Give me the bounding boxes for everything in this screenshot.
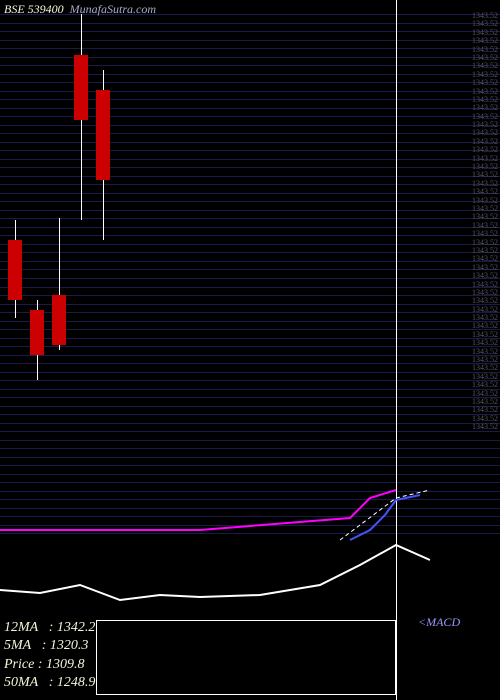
chart-svg [0,0,500,700]
site-name: MunafaSutra.com [70,2,156,16]
stat-row: 50MA : 1248.9 [4,674,95,692]
stat-row: 5MA : 1320.3 [4,637,95,655]
macd-box [96,620,396,695]
stat-row: 12MA : 1342.2 [4,619,95,637]
macd-label: <MACD [418,615,460,630]
ticker: BSE 539400 [4,2,64,16]
chart-header: BSE 539400 MunafaSutra.com [4,2,156,17]
stat-row: Price : 1309.8 [4,656,95,674]
stats-box: 12MA : 1342.25MA : 1320.3Price : 1309.85… [4,619,95,692]
